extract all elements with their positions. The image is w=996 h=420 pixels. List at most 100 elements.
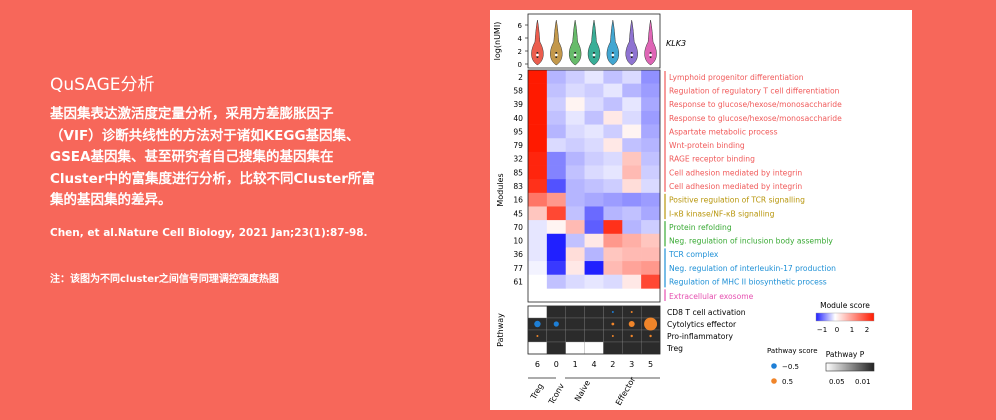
violin-median bbox=[611, 53, 615, 57]
heatmap-cell bbox=[565, 206, 585, 221]
panel-description: 基因集表达激活度定量分析，采用方差膨胀因子（VIF）诊断共线性的方法对于诸如KE… bbox=[50, 106, 375, 208]
heatmap-row-label: I-κB kinase/NF-κB signalling bbox=[669, 209, 775, 218]
heatmap-row-label: Response to glucose/hexose/monosaccharid… bbox=[669, 100, 842, 109]
heatmap-cell bbox=[584, 97, 604, 112]
pathway-cell bbox=[546, 329, 566, 343]
heatmap-cell bbox=[603, 274, 623, 289]
heatmap-cell bbox=[546, 165, 567, 180]
pathway-pos-dot bbox=[771, 378, 777, 384]
violin-ytick: 6 bbox=[518, 22, 523, 30]
heatmap-cell bbox=[641, 165, 661, 180]
violin-shape bbox=[568, 19, 582, 66]
heatmap-row-id: 39 bbox=[513, 100, 523, 109]
heatmap-cell bbox=[622, 206, 642, 221]
heatmap-row-ids: 2 58 39 40 95 79 32 85 83 16 45 70 10 36 77 61 bbox=[513, 73, 523, 287]
heatmap-cell bbox=[603, 192, 623, 207]
module-legend-tick: 0 bbox=[835, 326, 839, 334]
heatmap-row-id: 10 bbox=[513, 237, 523, 246]
heatmap-cell bbox=[622, 192, 642, 207]
heatmap-cell bbox=[622, 138, 642, 153]
heatmap-cell bbox=[641, 192, 661, 207]
heatmap-cells bbox=[528, 70, 661, 289]
pathway-cell bbox=[565, 317, 585, 331]
heatmap-row-id: 2 bbox=[518, 73, 523, 82]
heatmap-cell bbox=[584, 124, 604, 139]
heatmap-row-id: 95 bbox=[513, 127, 523, 136]
heatmap-row-label: Lymphoid progenitor differentiation bbox=[669, 73, 804, 82]
heatmap-cell bbox=[641, 97, 661, 112]
heatmap-cell bbox=[603, 206, 623, 221]
heatmap-cell bbox=[641, 274, 661, 289]
heatmap-cell bbox=[584, 179, 604, 194]
heatmap-cell bbox=[622, 233, 642, 248]
heatmap-cell bbox=[641, 261, 661, 276]
pathwayp-bar bbox=[825, 362, 875, 372]
pathway-cell bbox=[603, 341, 623, 355]
violin-median bbox=[536, 53, 539, 57]
heatmap-row-id: 61 bbox=[513, 278, 523, 287]
heatmap-cell bbox=[603, 261, 623, 276]
column-label: 6 bbox=[535, 360, 540, 369]
violin-median bbox=[592, 53, 596, 57]
heatmap-cell bbox=[641, 151, 661, 166]
pathway-cell bbox=[584, 329, 604, 343]
extra-label: Extracellular exosome bbox=[669, 292, 754, 301]
heatmap-cell bbox=[622, 165, 642, 180]
heatmap-cell bbox=[546, 274, 567, 289]
heatmap-row-label: Neg. regulation of inclusion body assemb… bbox=[669, 237, 833, 246]
pathway-cell bbox=[565, 341, 585, 355]
heatmap-row-label: TCR complex bbox=[668, 250, 719, 259]
module-legend-tick: −1 bbox=[817, 326, 827, 334]
pathway-dot bbox=[628, 321, 635, 327]
heatmap-cell bbox=[565, 151, 585, 166]
column-label: 4 bbox=[591, 360, 596, 369]
heatmap-cell bbox=[641, 110, 661, 125]
heatmap-cell bbox=[622, 70, 642, 84]
heatmap-cell bbox=[584, 110, 604, 125]
group-naive: Naive bbox=[573, 379, 592, 403]
module-legend-tick: 2 bbox=[865, 326, 869, 334]
heatmap-cell bbox=[641, 247, 661, 262]
heatmap-cell bbox=[546, 138, 567, 153]
group-effector: Effector bbox=[614, 375, 638, 407]
heatmap-cell bbox=[528, 192, 548, 207]
heatmap-cell bbox=[584, 206, 604, 221]
column-label: 1 bbox=[573, 360, 578, 369]
heatmap-cell bbox=[641, 206, 661, 221]
pathway-row-label: CD8 T cell activation bbox=[667, 308, 746, 317]
heatmap-row-id: 40 bbox=[513, 114, 523, 123]
heatmap-cell bbox=[565, 261, 585, 276]
pathway-dot bbox=[649, 334, 652, 338]
pathway-row-label: Pro-inflammatory bbox=[667, 332, 733, 341]
heatmap-cell bbox=[622, 220, 642, 235]
pathway-dot bbox=[553, 321, 559, 327]
heatmap-cell bbox=[641, 124, 661, 139]
heatmap-cell bbox=[622, 179, 642, 194]
column-labels: 6 0 1 4 2 3 5 bbox=[535, 360, 653, 369]
heatmap-cell bbox=[584, 247, 604, 262]
heatmap-cell bbox=[603, 70, 623, 84]
violin-median bbox=[573, 53, 577, 57]
column-label: 2 bbox=[610, 360, 615, 369]
heatmap-row-id: 58 bbox=[513, 86, 523, 95]
heatmap-cell bbox=[546, 247, 567, 262]
panel-title: QuSAGE分析 bbox=[50, 75, 155, 95]
heatmap-cell bbox=[622, 110, 642, 125]
violin-shape bbox=[625, 19, 638, 66]
heatmap-cell bbox=[546, 110, 567, 125]
pathwayp-title: Pathway P bbox=[826, 350, 865, 359]
module-legend-ticks: −1 0 1 2 bbox=[817, 326, 869, 334]
heatmap-cell bbox=[641, 220, 661, 235]
pathway-dot bbox=[611, 322, 615, 326]
heatmap-cell bbox=[603, 247, 623, 262]
heatmap-cell bbox=[565, 247, 585, 262]
heatmap-cell bbox=[565, 192, 585, 207]
column-label: 0 bbox=[554, 360, 559, 369]
heatmap-cell bbox=[641, 70, 661, 84]
heatmap-cell bbox=[584, 220, 604, 235]
column-label: 5 bbox=[648, 360, 653, 369]
heatmap-cell bbox=[622, 97, 642, 112]
violin-median bbox=[554, 53, 558, 57]
violin-shape bbox=[587, 19, 601, 66]
heatmap-row-label: Regulation of regulatory T cell differen… bbox=[669, 86, 840, 95]
